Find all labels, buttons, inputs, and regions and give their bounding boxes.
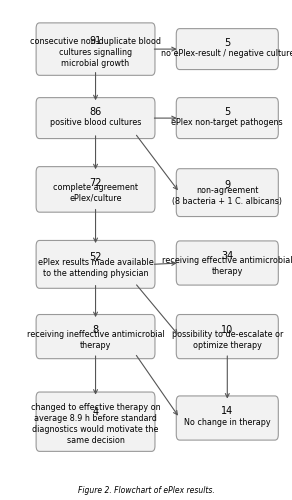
FancyBboxPatch shape (36, 98, 155, 138)
Text: receiving ineffective antimicrobial
therapy: receiving ineffective antimicrobial ther… (27, 330, 164, 350)
Text: 34: 34 (221, 252, 233, 262)
FancyBboxPatch shape (36, 23, 155, 76)
Text: changed to effective therapy on
average 8.9 h before standard
diagnostics would : changed to effective therapy on average … (31, 404, 160, 444)
Text: no ePlex-result / negative culture: no ePlex-result / negative culture (161, 49, 292, 58)
Text: 4: 4 (93, 407, 99, 417)
Text: 10: 10 (221, 325, 233, 335)
Text: Figure 2. Flowchart of ePlex results.: Figure 2. Flowchart of ePlex results. (78, 486, 214, 495)
FancyBboxPatch shape (176, 168, 278, 216)
Text: 5: 5 (224, 38, 230, 48)
Text: ePlex results made available
to the attending physician: ePlex results made available to the atte… (38, 258, 153, 278)
FancyBboxPatch shape (176, 241, 278, 285)
Text: 91: 91 (89, 36, 102, 46)
Text: 72: 72 (89, 178, 102, 188)
Text: receiving effective antimicrobial
therapy: receiving effective antimicrobial therap… (162, 256, 292, 276)
Text: positive blood cultures: positive blood cultures (50, 118, 141, 127)
Text: No change in therapy: No change in therapy (184, 418, 271, 428)
Text: consecutive non-duplicate blood
cultures signalling
microbial growth: consecutive non-duplicate blood cultures… (30, 37, 161, 68)
Text: 86: 86 (89, 107, 102, 117)
FancyBboxPatch shape (36, 166, 155, 212)
FancyBboxPatch shape (176, 98, 278, 138)
Text: 52: 52 (89, 252, 102, 262)
Text: 14: 14 (221, 406, 233, 416)
Text: 5: 5 (224, 107, 230, 117)
FancyBboxPatch shape (176, 314, 278, 358)
FancyBboxPatch shape (36, 240, 155, 288)
FancyBboxPatch shape (176, 28, 278, 70)
Text: 9: 9 (224, 180, 230, 190)
FancyBboxPatch shape (36, 314, 155, 358)
Text: 8: 8 (93, 325, 99, 335)
Text: possibility to de-escalate or
optimize therapy: possibility to de-escalate or optimize t… (172, 330, 283, 350)
Text: non-agreement
(8 bacteria + 1 C. albicans): non-agreement (8 bacteria + 1 C. albican… (172, 186, 282, 206)
FancyBboxPatch shape (36, 392, 155, 452)
FancyBboxPatch shape (176, 396, 278, 440)
Text: complete agreement
ePlex/culture: complete agreement ePlex/culture (53, 183, 138, 203)
Text: ePlex non-target pathogens: ePlex non-target pathogens (171, 118, 283, 127)
